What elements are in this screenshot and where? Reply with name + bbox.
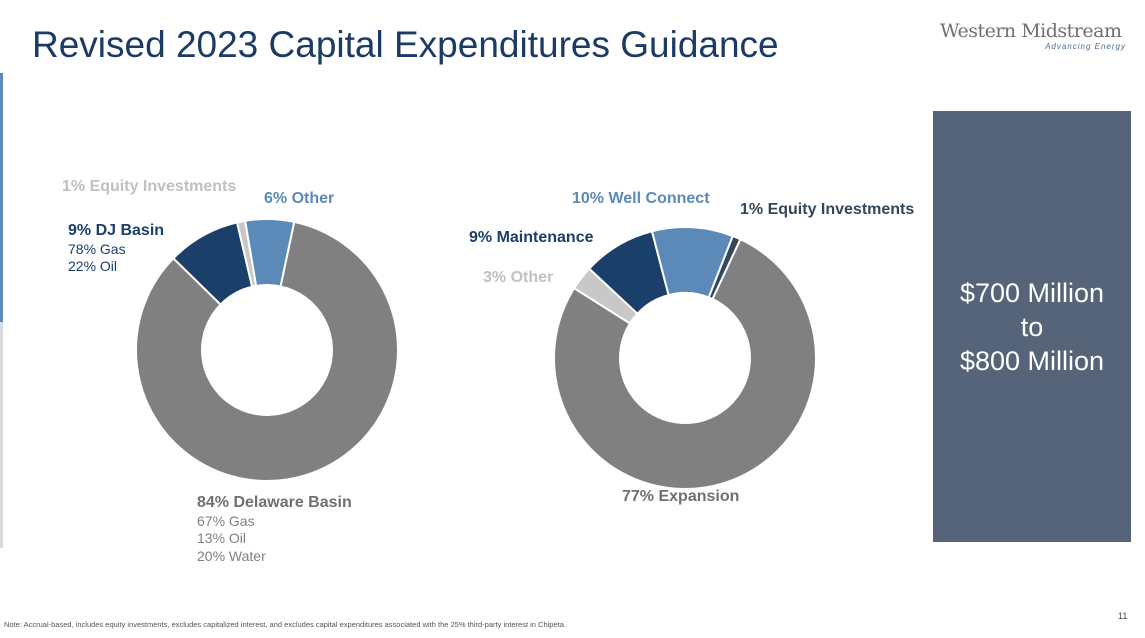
dj-gas: 78% Gas xyxy=(68,241,126,257)
label-maintenance: 9% Maintenance xyxy=(469,229,594,246)
accent-bar-grey xyxy=(0,322,3,548)
label-other-1: 6% Other xyxy=(264,190,335,207)
label-well-connect: 10% Well Connect xyxy=(572,190,710,207)
company-logo: Western Midstream Advancing Energy xyxy=(940,20,1130,51)
label-expansion: 77% Expansion xyxy=(622,488,740,505)
logo-name: Western Midstream xyxy=(940,20,1122,42)
page-number: 11 xyxy=(1118,611,1128,621)
label-dj-basin: 9% DJ Basin xyxy=(68,222,165,239)
page-title: Revised 2023 Capital Expenditures Guidan… xyxy=(32,24,779,65)
label-delaware: 84% Delaware Basin xyxy=(197,494,352,511)
donut2-slice-0 xyxy=(553,237,817,490)
delaware-oil: 13% Oil xyxy=(197,530,247,546)
donut2-slice-4 xyxy=(707,234,742,301)
delaware-gas: 67% Gas xyxy=(197,513,255,529)
footnote: Note: Accrual-based, includes equity inv… xyxy=(4,620,566,629)
donut1-slice-3 xyxy=(244,218,296,288)
delaware-water: 20% Water xyxy=(197,548,266,564)
dj-oil: 22% Oil xyxy=(68,258,118,274)
accent-bar xyxy=(0,73,3,322)
logo-tagline: Advancing Energy xyxy=(1045,42,1126,51)
guidance-summary-box: $700 Million to $800 Million xyxy=(933,111,1131,542)
label-equity-2: 1% Equity Investments xyxy=(740,201,915,218)
summary-low: $700 Million xyxy=(959,277,1105,308)
label-other-2: 3% Other xyxy=(483,269,554,286)
label-equity-1: 1% Equity Investments xyxy=(62,178,237,195)
summary-to: to xyxy=(1020,311,1044,342)
summary-high: $800 Million xyxy=(959,345,1105,376)
